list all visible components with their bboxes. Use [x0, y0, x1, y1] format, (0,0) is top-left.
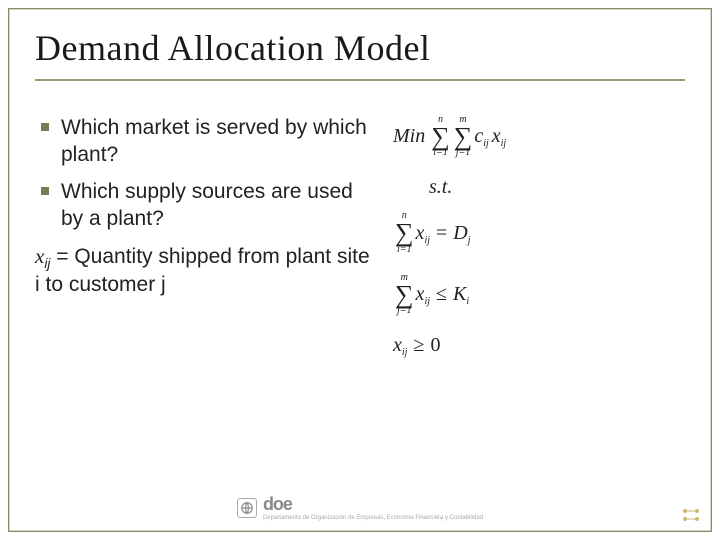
footer-logo: doe Departamento de Organización de Empr… [237, 494, 483, 521]
objective-equation: Min n ∑ i=1 m ∑ j=1 cij xij [393, 115, 679, 158]
coef: c [474, 125, 483, 148]
corner-mark-icon [681, 507, 701, 523]
globe-icon [237, 498, 257, 518]
var-sub: ij [501, 138, 507, 149]
min-label: Min [393, 125, 425, 148]
st-label: s.t. [393, 176, 452, 199]
coef-term: cij [474, 125, 488, 148]
rhs: D [453, 222, 467, 245]
var: x [492, 125, 501, 148]
var-text: = Quantity shipped from plant site i to … [35, 245, 370, 297]
sum-lower: j=1 [397, 306, 412, 316]
sigma-icon: ∑ [454, 125, 473, 148]
bullet-item: Which supply sources are used by a plant… [61, 179, 373, 233]
sigma-icon: ∑ [395, 221, 414, 244]
var-term: xij [416, 283, 430, 306]
var-term: xij [393, 334, 407, 357]
rhs-sub: i [466, 296, 469, 307]
slide-title: Demand Allocation Model [35, 27, 685, 81]
rhs-sub: j [468, 235, 471, 246]
content-row: Which market is served by which plant? W… [35, 115, 685, 375]
org-full: Departamento de Organización de Empresas… [263, 515, 483, 521]
var: x [416, 283, 425, 306]
variable-definition: xij = Quantity shipped from plant site i… [35, 243, 373, 300]
demand-constraint: n ∑ i=1 xij = Dj [393, 211, 679, 254]
sum-lower: i=1 [397, 245, 412, 255]
footer-text: doe Departamento de Organización de Empr… [263, 494, 483, 521]
sigma-icon: ∑ [395, 283, 414, 306]
sum-lower: i=1 [433, 148, 448, 158]
var: x [393, 334, 402, 357]
bullet-list: Which market is served by which plant? W… [35, 115, 373, 233]
var-sub: ij [424, 235, 430, 246]
rhs: K [453, 283, 466, 306]
var-term: xij [492, 125, 506, 148]
var-sub: ij [424, 296, 430, 307]
nonneg-constraint: xij ≥ 0 [393, 334, 679, 357]
sum-lower: j=1 [456, 148, 471, 158]
rhs-term: Dj [453, 222, 470, 245]
subject-to: s.t. [393, 176, 679, 199]
left-column: Which market is served by which plant? W… [35, 115, 373, 375]
var-term: xij [416, 222, 430, 245]
sum-capacity: m ∑ j=1 [395, 273, 414, 316]
slide: Demand Allocation Model Which market is … [0, 0, 720, 540]
sigma-icon: ∑ [431, 125, 450, 148]
math-column: Min n ∑ i=1 m ∑ j=1 cij xij [393, 115, 679, 375]
coef-sub: ij [483, 138, 489, 149]
var-symbol: x [35, 244, 44, 268]
sum-inner: m ∑ j=1 [454, 115, 473, 158]
bullet-item: Which market is served by which plant? [61, 115, 373, 169]
footer: doe Departamento de Organización de Empr… [9, 494, 711, 521]
org-abbrev: doe [263, 494, 483, 515]
capacity-constraint: m ∑ j=1 xij ≤ Ki [393, 273, 679, 316]
var: x [416, 222, 425, 245]
relation: = [436, 222, 447, 245]
relation: ≤ [436, 283, 447, 306]
slide-frame: Demand Allocation Model Which market is … [8, 8, 712, 532]
sum-demand: n ∑ i=1 [395, 211, 414, 254]
sum-outer: n ∑ i=1 [431, 115, 450, 158]
var-sub: ij [402, 347, 408, 358]
rhs-term: Ki [453, 283, 469, 306]
relation: ≥ [413, 334, 424, 357]
rhs: 0 [430, 334, 440, 357]
